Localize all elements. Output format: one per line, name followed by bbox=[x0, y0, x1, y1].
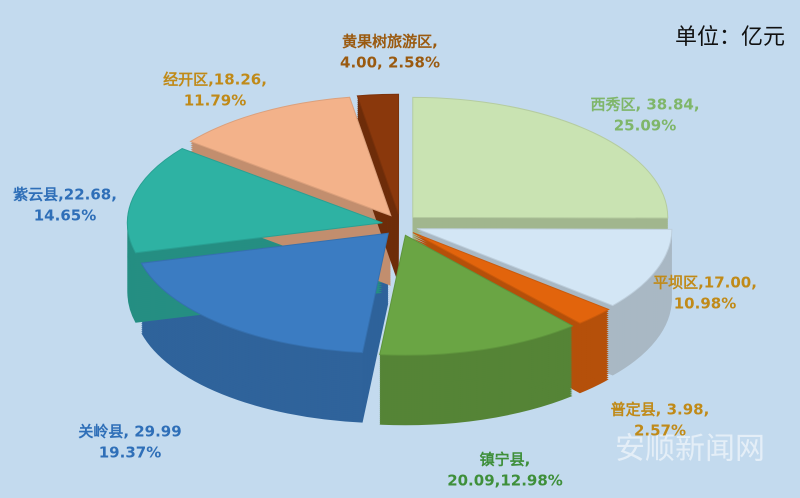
slice bbox=[126, 147, 383, 254]
data-label: 镇宁县, bbox=[480, 451, 531, 469]
data-label: 20.09,12.98% bbox=[447, 472, 563, 490]
data-label: 14.65% bbox=[34, 207, 96, 225]
data-label: 平坝区,17.00, bbox=[653, 274, 757, 292]
data-label: 2.57% bbox=[634, 422, 686, 440]
data-label: 关岭县, 29.99 bbox=[78, 423, 181, 441]
slice bbox=[412, 96, 669, 219]
data-label: 普定县, 3.98, bbox=[611, 401, 710, 419]
data-label: 10.98% bbox=[674, 295, 736, 313]
data-label: 西秀区, 38.84, bbox=[590, 96, 699, 114]
unit-label: 单位：亿元 bbox=[675, 25, 785, 50]
watermark: 安顺新闻网 bbox=[615, 432, 765, 467]
data-label: 11.79% bbox=[184, 92, 246, 110]
slice bbox=[140, 232, 389, 354]
slice bbox=[189, 96, 392, 217]
slice bbox=[356, 93, 400, 215]
slice bbox=[412, 232, 610, 324]
data-label: 经开区,18.26, bbox=[163, 71, 267, 89]
slice-tops bbox=[126, 93, 673, 356]
slice bbox=[416, 228, 673, 307]
slice bbox=[379, 234, 574, 356]
data-label: 4.00, 2.58% bbox=[340, 54, 440, 72]
data-label: 19.37% bbox=[99, 444, 161, 462]
data-label: 25.09% bbox=[614, 117, 676, 135]
data-label: 紫云县,22.68, bbox=[13, 186, 117, 204]
data-label: 黄果树旅游区, bbox=[342, 33, 438, 51]
